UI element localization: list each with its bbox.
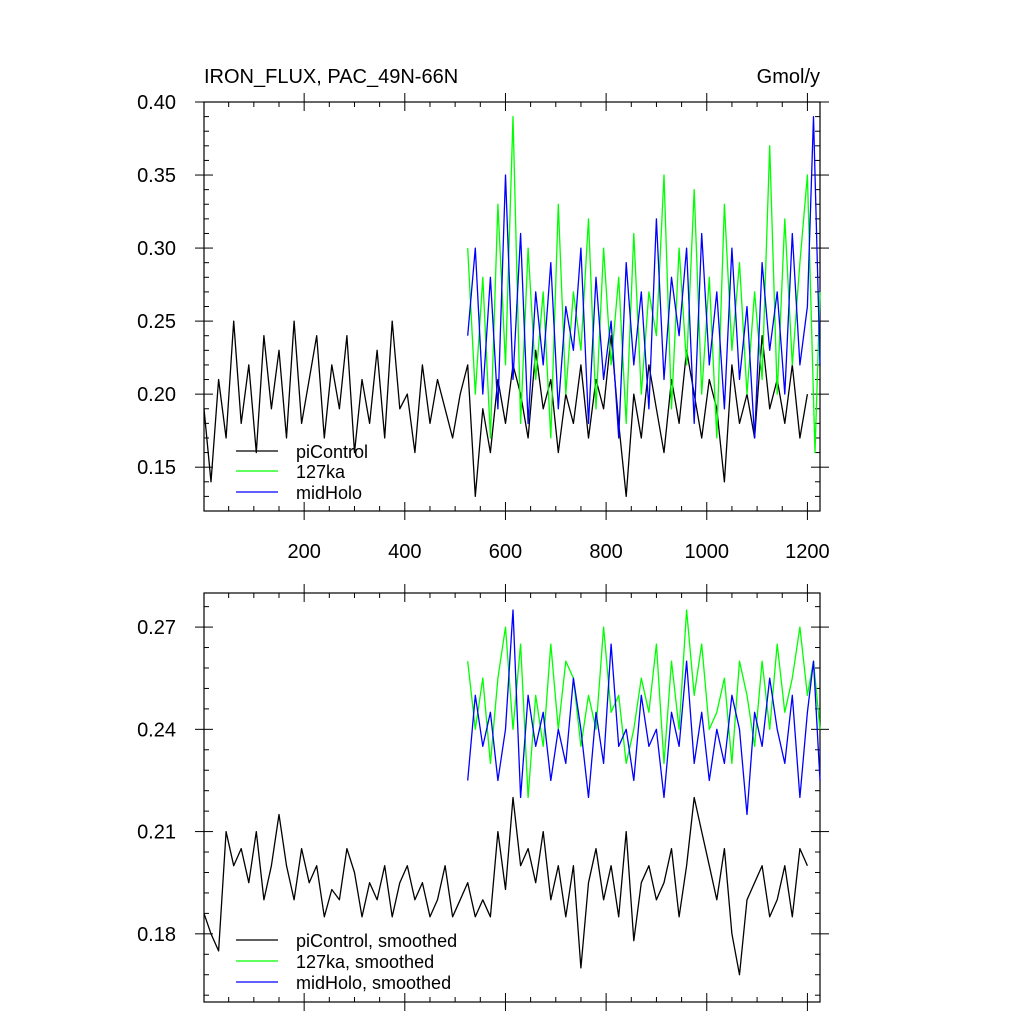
series-line-3 — [467, 609, 821, 816]
legend-label: piControl — [296, 442, 368, 462]
x-tick-label: 600 — [489, 541, 522, 563]
x-tick-label: 800 — [589, 541, 622, 563]
legend-label: 127ka — [296, 462, 346, 482]
y-tick-label: 0.21 — [137, 822, 176, 844]
legend-label: piControl, smoothed — [296, 931, 457, 951]
x-tick-label: 400 — [388, 541, 421, 563]
legend-label: midHolo, smoothed — [296, 973, 451, 993]
plot-panel-1 — [195, 93, 829, 520]
y-tick-label: 0.15 — [137, 457, 176, 479]
y-tick-label: 0.35 — [137, 165, 176, 187]
series-line-1 — [203, 796, 808, 976]
y-tick-label: 0.18 — [137, 924, 176, 946]
legend-label: midHolo — [296, 483, 362, 503]
y-tick-label: 0.24 — [137, 719, 176, 741]
y-tick-label: 0.20 — [137, 384, 176, 406]
x-tick-label: 1200 — [785, 541, 830, 563]
legend-label: 127ka, smoothed — [296, 952, 434, 972]
plot-panel-2 — [195, 584, 829, 1011]
chart-units: Gmol/y — [757, 66, 820, 88]
y-tick-label: 0.25 — [137, 311, 176, 333]
plot-frame — [203, 592, 821, 1003]
x-tick-label: 1000 — [685, 541, 730, 563]
y-tick-label: 0.30 — [137, 238, 176, 260]
x-tick-label: 200 — [287, 541, 320, 563]
series-line-3 — [467, 115, 821, 439]
y-tick-label: 0.40 — [137, 92, 176, 114]
series-line-1 — [203, 320, 809, 498]
y-tick-label: 0.27 — [137, 617, 176, 639]
series-line-2 — [467, 609, 821, 799]
series-line-2 — [467, 115, 821, 454]
chart-title: IRON_FLUX, PAC_49N-66N — [204, 66, 458, 88]
